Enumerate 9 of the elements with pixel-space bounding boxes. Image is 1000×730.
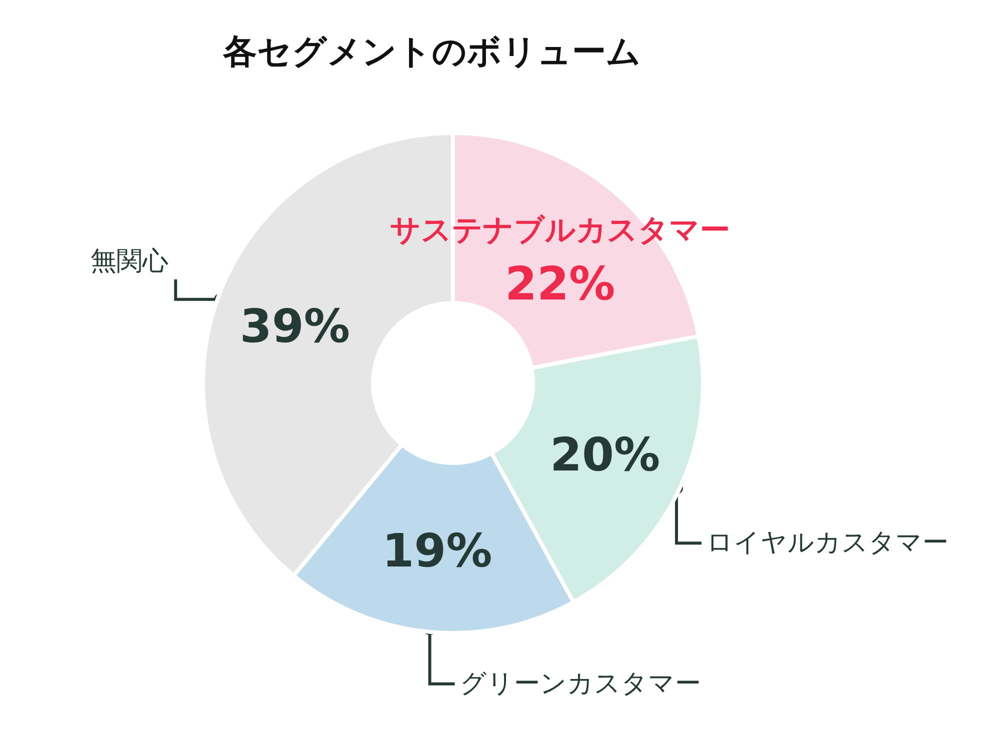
slice-label: サステナブルカスタマー (390, 213, 730, 248)
slice-label: ロイヤルカスタマー (706, 528, 948, 558)
data-label: 39% (240, 299, 350, 354)
data-label: 20% (550, 428, 660, 482)
data-label: 19% (382, 523, 492, 578)
data-label: 22% (505, 256, 616, 311)
chart-title: 各セグメントのボリューム (222, 32, 641, 72)
slice-label: 無関心 (90, 246, 169, 276)
slice-label: グリーンカスタマー (460, 668, 701, 699)
